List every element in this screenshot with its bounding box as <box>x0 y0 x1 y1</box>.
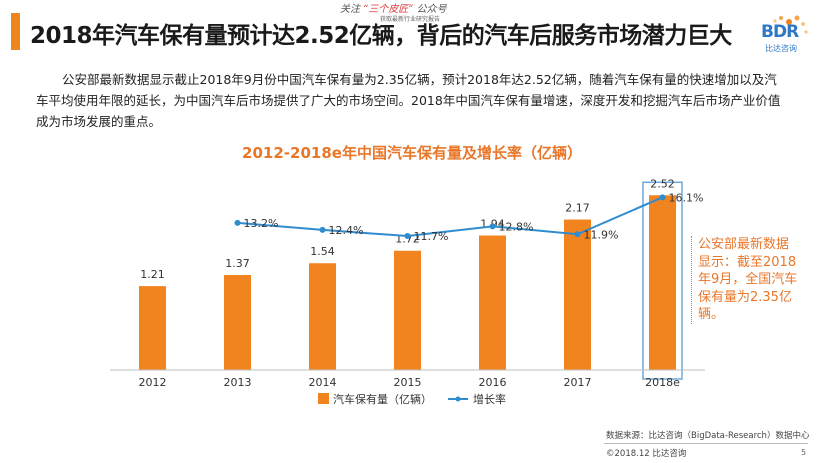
legend-label-line: 增长率 <box>473 392 506 406</box>
watermark-prefix: 关注 <box>340 4 360 15</box>
bdr-logo: BDR 比达咨询 <box>759 8 811 58</box>
chart-title: 2012-2018e年中国汽车保有量及增长率（亿辆） <box>242 144 582 162</box>
highlight-box <box>642 181 683 380</box>
growth-point-2016 <box>489 223 496 230</box>
footer-divider <box>604 443 808 444</box>
growth-label-2016: 12.8% <box>499 220 534 233</box>
watermark-line-2: 获取最新行业研究报告 <box>380 16 441 23</box>
data-source: 数据来源：比达咨询（BigData-Research）数据中心 <box>606 431 810 441</box>
growth-point-2017 <box>574 231 581 238</box>
growth-label-2015: 11.7% <box>414 230 449 243</box>
bar-2017 <box>564 219 591 370</box>
watermark-suffix: 公众号 <box>416 4 447 15</box>
x-tick-2014: 2014 <box>309 376 337 389</box>
callout-note: 公安部最新数据显示：截至2018年9月，全国汽车保有量为2.35亿辆。 <box>691 236 798 324</box>
bar-2015 <box>394 250 421 370</box>
bar-label-2014: 1.54 <box>310 245 335 258</box>
bar-2018e <box>649 195 676 370</box>
watermark-line-1: 关注 “三个皮匠” 公众号 <box>340 0 447 15</box>
x-tick-2018e: 2018e <box>645 376 680 389</box>
bar-2014 <box>309 263 336 370</box>
logo-icon <box>773 15 808 34</box>
copyright: ©2018.12 比达咨询 <box>606 449 687 459</box>
bar-label-2013: 1.37 <box>225 257 250 270</box>
bar-label-2018e: 2.52 <box>650 177 675 190</box>
x-tick-2012: 2012 <box>139 376 167 389</box>
logo-text: BDR <box>761 22 799 42</box>
legend-marker-line <box>455 396 461 402</box>
bar-2013 <box>224 275 251 370</box>
x-tick-2016: 2016 <box>479 376 507 389</box>
growth-point-2014 <box>319 226 326 233</box>
growth-point-2018e <box>659 194 666 201</box>
bar-2016 <box>479 235 506 370</box>
legend-label-bar: 汽车保有量（亿辆） <box>333 392 432 406</box>
bar-2012 <box>139 286 166 370</box>
logo-subtext: 比达咨询 <box>765 44 797 53</box>
growth-label-2018e: 16.1% <box>669 191 704 204</box>
growth-point-2015 <box>404 233 411 240</box>
growth-point-2013 <box>234 219 241 226</box>
bar-label-2012: 1.21 <box>140 268 165 281</box>
bar-label-2017: 2.17 <box>565 202 590 215</box>
legend-swatch-bar <box>318 393 329 404</box>
page-number: 5 <box>801 448 807 457</box>
growth-label-2014: 12.4% <box>329 224 364 237</box>
x-tick-2017: 2017 <box>564 376 592 389</box>
x-tick-2013: 2013 <box>224 376 252 389</box>
intro-paragraph: 公安部最新数据显示截止2018年9月份中国汽车保有量为2.35亿辆，预计2018… <box>36 72 781 129</box>
watermark-quote: “三个皮匠” <box>363 4 414 15</box>
growth-label-2013: 13.2% <box>244 217 279 230</box>
page-title: 2018年汽车保有量预计达2.52亿辆，背后的汽车后服务市场潜力巨大 <box>30 23 732 49</box>
x-tick-2015: 2015 <box>394 376 422 389</box>
growth-label-2017: 11.9% <box>584 228 619 241</box>
title-accent-bar <box>11 13 20 50</box>
growth-line <box>237 196 663 238</box>
